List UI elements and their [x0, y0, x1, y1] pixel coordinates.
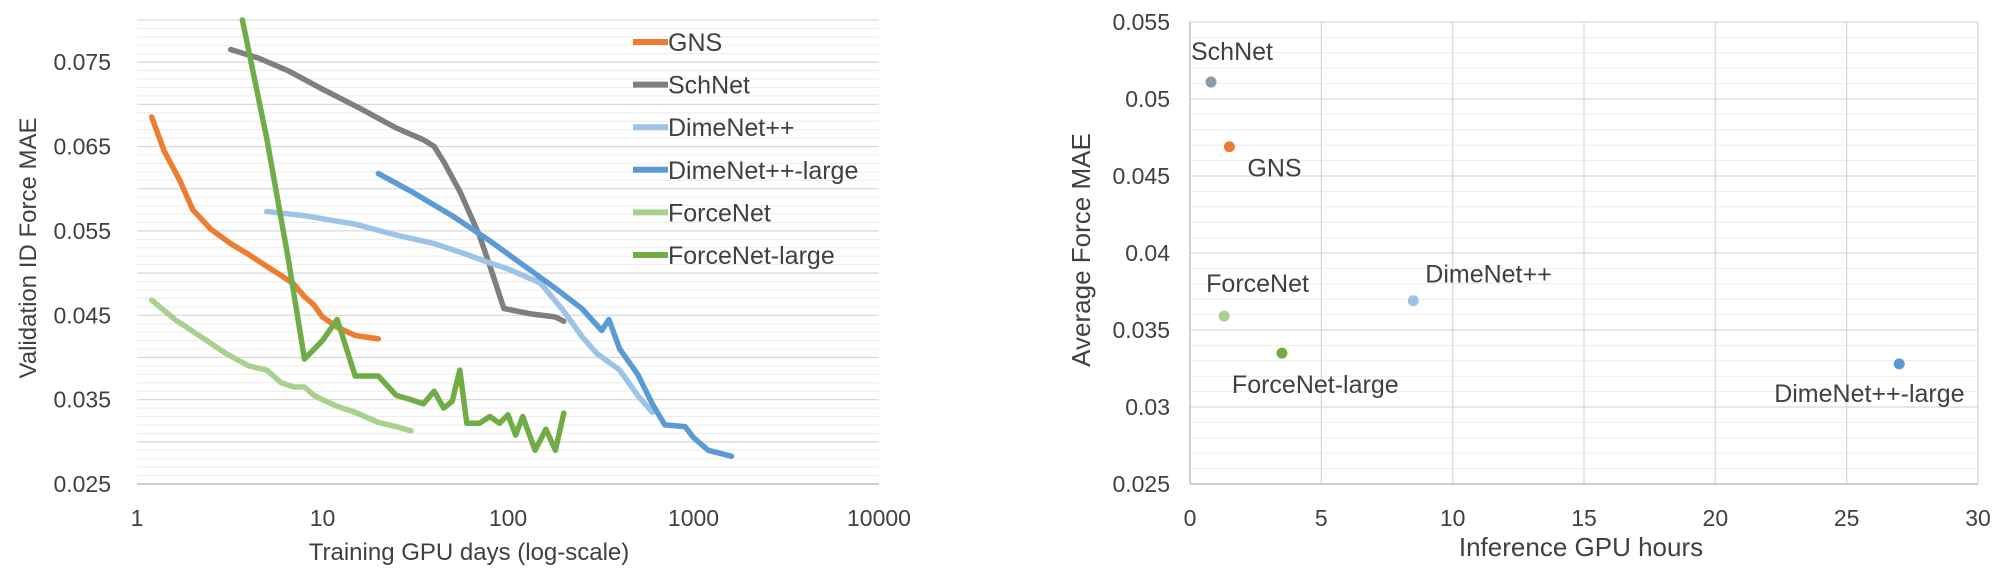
series-line-forcenet — [148, 297, 414, 434]
legend-label: ForceNet-large — [668, 242, 835, 270]
y-tick-label: 0.035 — [53, 387, 111, 413]
chart2-y-axis-title: Average Force MAE — [1066, 133, 1096, 367]
x-tick-label: 0 — [1184, 505, 1197, 531]
y-tick-label: 0.025 — [1112, 471, 1170, 497]
point-forcenet — [1218, 310, 1230, 322]
y-tick-label: 0.055 — [53, 218, 111, 244]
y-tick-label: 0.04 — [1125, 240, 1170, 266]
chart1-gridlines — [137, 19, 879, 485]
x-tick-label: 10000 — [847, 505, 911, 531]
x-tick-label: 10 — [1440, 505, 1466, 531]
x-tick-label: 15 — [1571, 505, 1597, 531]
series-line-schnet — [227, 46, 567, 324]
chart2-x-axis-title: Inference GPU hours — [1459, 532, 1703, 562]
x-tick-label: 1 — [131, 505, 144, 531]
y-tick-label: 0.05 — [1125, 86, 1170, 112]
chart1-x-tick-labels: 1 10 100 1000 10000 — [131, 505, 911, 531]
series-line-dimenet-large — [375, 170, 735, 459]
chart1-y-tick-labels: 0.025 0.035 0.045 0.055 0.065 0.075 — [53, 49, 111, 497]
chart1-y-axis-title: Validation ID Force MAE — [15, 118, 42, 379]
chart1-series-lines — [148, 17, 735, 459]
y-tick-label: 0.055 — [1112, 9, 1170, 35]
y-tick-label: 0.065 — [53, 134, 111, 160]
legend-label: ForceNet — [668, 199, 771, 227]
x-tick-label: 20 — [1703, 505, 1729, 531]
y-tick-label: 0.025 — [53, 471, 111, 497]
point-label-dimenet-large: DimeNet++-large — [1774, 380, 1964, 408]
chart2-y-tick-labels: 0.025 0.03 0.035 0.04 0.045 0.05 0.055 — [1112, 9, 1170, 497]
x-tick-label: 30 — [1965, 505, 1991, 531]
legend-label: SchNet — [668, 72, 750, 100]
point-schnet — [1205, 76, 1217, 88]
point-label-schnet: SchNet — [1191, 38, 1273, 66]
x-tick-label: 100 — [489, 505, 527, 531]
point-label-forcenet-large: ForceNet-large — [1232, 371, 1399, 399]
point-forcenet-large — [1276, 347, 1288, 359]
y-tick-label: 0.045 — [53, 302, 111, 328]
chart2-points: SchNet GNS ForceNet ForceNet-large DimeNet++… — [1191, 38, 1965, 408]
series-line-forcenet-large — [239, 17, 567, 454]
y-tick-label: 0.035 — [1112, 317, 1170, 343]
series-line-dimenet- — [263, 208, 656, 416]
point-gns — [1223, 141, 1235, 153]
chart2-x-tick-labels: 0 5 10 15 20 25 30 — [1184, 505, 1991, 531]
x-tick-label: 5 — [1315, 505, 1328, 531]
legend-label: DimeNet++-large — [668, 157, 858, 185]
x-tick-label: 25 — [1834, 505, 1860, 531]
point-label-forcenet: ForceNet — [1206, 270, 1309, 298]
chart1-x-axis-title: Training GPU days (log-scale) — [309, 539, 630, 566]
series-line-gns — [148, 114, 382, 342]
point-dimenet- — [1407, 295, 1419, 307]
x-tick-label: 1000 — [668, 505, 719, 531]
legend-label: DimeNet++ — [668, 114, 794, 142]
y-tick-label: 0.03 — [1125, 394, 1170, 420]
chart2-gridlines — [1189, 21, 1979, 485]
chart1-legend: GNS SchNet DimeNet++ DimeNet++-large ForceNe… — [633, 29, 858, 270]
legend-label: GNS — [668, 29, 722, 57]
point-label-dimenet-: DimeNet++ — [1425, 261, 1551, 289]
y-tick-label: 0.045 — [1112, 163, 1170, 189]
y-tick-label: 0.075 — [53, 49, 111, 75]
x-tick-label: 10 — [310, 505, 336, 531]
point-label-gns: GNS — [1247, 155, 1301, 183]
point-dimenet-large — [1893, 358, 1905, 370]
